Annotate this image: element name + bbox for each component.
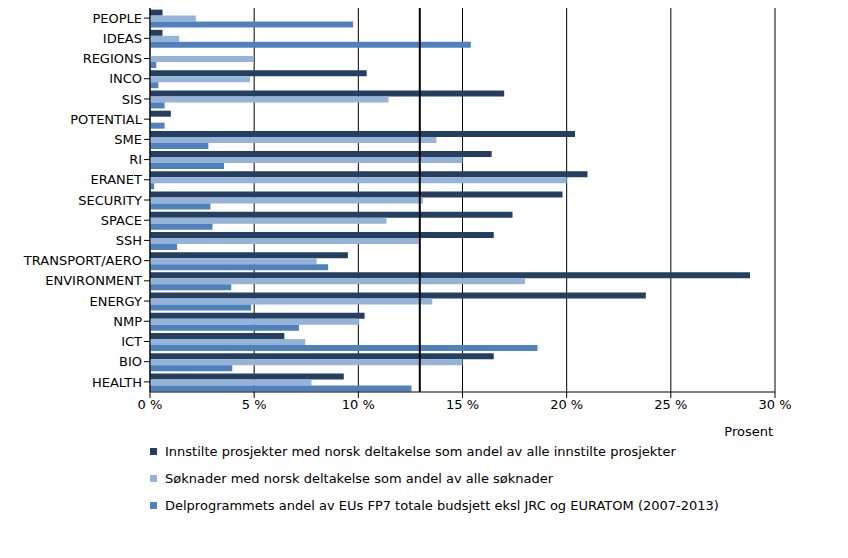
svg-text:10 %: 10 % — [342, 397, 375, 412]
html-text:Innstilte prosjekter med norsk: Innstilte prosjekter med norsk deltakels… — [165, 444, 676, 459]
svg-text:ENERGY: ENERGY — [89, 294, 142, 309]
svg-text:NMP: NMP — [113, 314, 142, 329]
svg-text:SME: SME — [114, 132, 142, 147]
svg-text:TRANSPORT/AERO: TRANSPORT/AERO — [23, 253, 142, 268]
svg-text:RI: RI — [129, 152, 142, 167]
svg-text:0 %: 0 % — [138, 397, 163, 412]
svg-text:SECURITY: SECURITY — [78, 193, 142, 208]
svg-text:ICT: ICT — [121, 334, 142, 349]
svg-text:PEOPLE: PEOPLE — [92, 11, 142, 26]
svg-text:POTENTIAL: POTENTIAL — [70, 112, 143, 127]
svg-text:REGIONS: REGIONS — [83, 51, 142, 66]
html-text:Søknader med norsk deltakelse: Søknader med norsk deltakelse som andel … — [165, 471, 554, 486]
svg-text:BIO: BIO — [119, 354, 142, 369]
svg-text:SIS: SIS — [122, 92, 142, 107]
svg-text:SPACE: SPACE — [101, 213, 142, 228]
svg-text:25 %: 25 % — [654, 397, 687, 412]
svg-text:20 %: 20 % — [550, 397, 583, 412]
svg-text:HEALTH: HEALTH — [92, 375, 142, 390]
svg-text:INCO: INCO — [109, 71, 142, 86]
svg-text:ENVIRONMENT: ENVIRONMENT — [45, 273, 142, 288]
svg-text:IDEAS: IDEAS — [103, 31, 142, 46]
svg-text:5 %: 5 % — [242, 397, 267, 412]
svg-text:Prosent: Prosent — [724, 424, 773, 438]
html-text:Delprogrammets andel av EUs FP: Delprogrammets andel av EUs FP7 totale b… — [165, 498, 719, 513]
svg-text:15 %: 15 % — [446, 397, 479, 412]
svg-text:30 %: 30 % — [758, 397, 791, 412]
svg-text:SSH: SSH — [116, 233, 142, 248]
svg-text:ERANET: ERANET — [91, 172, 143, 187]
